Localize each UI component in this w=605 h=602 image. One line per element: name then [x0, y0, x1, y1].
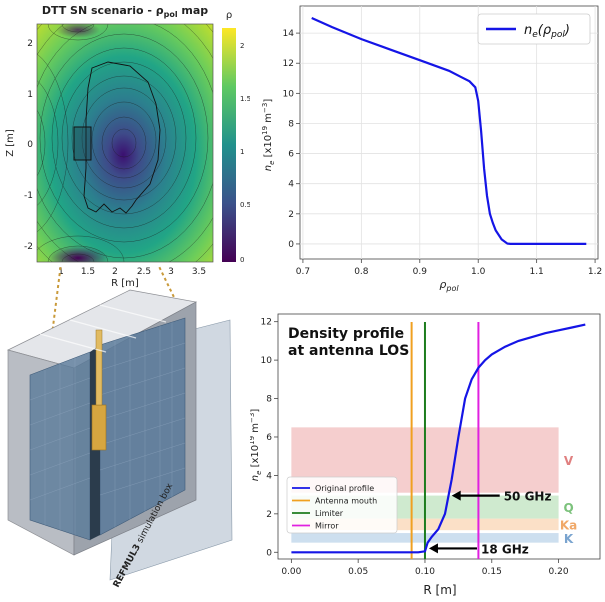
- chart1-xtick-label: 0.8: [354, 267, 369, 277]
- map-xtick: 1: [58, 267, 64, 277]
- chart2-legend-label: Mirror: [315, 522, 339, 531]
- chart1-ytick-label: 6: [288, 150, 294, 160]
- map-ytick: 2: [27, 39, 33, 49]
- chart2-ytick-label: 2: [266, 510, 272, 520]
- map-ytick: 1: [27, 90, 33, 100]
- chart1-ytick-label: 10: [283, 89, 295, 99]
- chart2-ylabel: ne [x1019 m−3]: [250, 409, 263, 482]
- annotation-arrowhead: [451, 490, 461, 501]
- map-title: DTT SN scenario - ρpol map: [42, 4, 208, 19]
- map-ylabel: Z [m]: [5, 129, 16, 157]
- colorbar-tick: 0: [240, 256, 244, 264]
- map-x-axis: 1 1.5 2 2.5 3 3.5: [58, 267, 206, 277]
- chart2-xtick-label: 0.00: [281, 567, 301, 577]
- chart1-xlabel: ρpol: [439, 278, 459, 293]
- chart1-xtick-label: 1.1: [529, 267, 543, 277]
- antenna-drawing-panel: REFMUL3 simulation box: [7, 265, 233, 589]
- chart1-ytick-label: 12: [283, 59, 294, 69]
- chart2-legend-label: Original profile: [315, 484, 374, 493]
- antenna-structure: [7, 289, 198, 556]
- ne-rhopol-series-line: [311, 16, 587, 245]
- colorbar-tick: 1.5: [240, 95, 250, 103]
- chart1-y-axis: 0 2 4 6 8 10 12 14: [283, 29, 300, 250]
- zoom-lines: [39, 265, 191, 431]
- chart2-xtick-label: 0.10: [415, 567, 435, 577]
- chart2-xtick-label: 0.20: [549, 567, 569, 577]
- colorbar-tick: 2: [240, 42, 244, 50]
- chart2-ytick-label: 0: [266, 548, 272, 558]
- map-ytick: 0: [27, 140, 33, 150]
- frequency-annotations: 50 GHz 18 GHz: [428, 490, 552, 556]
- map-xtick: 2: [112, 267, 118, 277]
- chart1-legend-label: ne(ρpol): [524, 23, 570, 40]
- chart2-ytick-label: 10: [261, 356, 273, 366]
- chart2-title: Density profile at antenna LOS: [288, 326, 409, 359]
- chart1-xtick-label: 1.2: [588, 267, 602, 277]
- band-label: Q: [563, 501, 573, 515]
- chart1-x-axis: 0.7 0.8 0.9 1.0 1.1 1.2: [296, 259, 602, 277]
- chart2-xtick-label: 0.05: [348, 567, 368, 577]
- chart2-ytick-label: 6: [266, 433, 272, 443]
- chart2-ytick-label: 12: [261, 318, 272, 328]
- chart1-xtick-label: 1.0: [471, 267, 486, 277]
- colorbar: [222, 28, 236, 262]
- chart2-x-axis: 0.00 0.05 0.10 0.15 0.20: [281, 559, 569, 577]
- map-xtick: 3: [168, 267, 174, 277]
- chart2-xtick-label: 0.15: [482, 567, 502, 577]
- chart2-ytick-label: 8: [266, 395, 272, 405]
- chart2-ytick-label: 4: [266, 471, 272, 481]
- band-label: V: [564, 454, 574, 468]
- map-y-axis: 2 1 0 -1 -2: [24, 39, 33, 252]
- map-ytick: -2: [24, 242, 33, 252]
- chart1-ytick-label: 14: [283, 29, 295, 39]
- annotation-label: 18 GHz: [481, 542, 529, 556]
- colorbar-tick: 0.5: [240, 201, 250, 209]
- map-xlabel: R [m]: [111, 278, 139, 289]
- annotation-label: 50 GHz: [504, 490, 552, 504]
- chart2-y-axis: 0 2 4 6 8 10 12: [261, 318, 278, 558]
- chart2-legend: Original profile Antenna mouth Limiter Mirr…: [286, 476, 398, 534]
- chart1-xtick-label: 0.9: [413, 267, 428, 277]
- colorbar-ticks: 2 1.5 1 0.5 0: [240, 42, 250, 264]
- chart1-ylabel: ne [x1019 m−3]: [261, 99, 276, 172]
- chart1-xtick-label: 0.7: [296, 267, 310, 277]
- band-label: K: [564, 532, 574, 546]
- original-profile-line: [291, 323, 586, 554]
- chart1-ytick-label: 2: [288, 210, 294, 220]
- band-label: Ka: [560, 518, 577, 532]
- density-profile-los-chart: V Q KaK 0.00 0.05 0.10 0.15 0.20 0 2 4 6 8 10 12 50 …: [250, 313, 601, 597]
- map-xtick: 1.5: [81, 267, 95, 277]
- map-ytick: -1: [24, 191, 33, 201]
- map-xtick: 3.5: [192, 267, 206, 277]
- chart2-legend-label: Antenna mouth: [315, 497, 377, 506]
- chart1-ytick-label: 8: [288, 119, 294, 129]
- chart1-ytick-label: 0: [288, 240, 294, 250]
- vertical-markers: [410, 322, 480, 559]
- rho-pol-heatmap: [37, 24, 213, 262]
- rho-pol-map-panel: DTT SN scenario - ρpol map: [5, 4, 250, 289]
- antenna-box: [73, 126, 92, 161]
- colorbar-tick: 1: [240, 148, 244, 156]
- chart1-legend: ne(ρpol): [477, 13, 591, 45]
- chart2-xlabel: R [m]: [423, 583, 456, 597]
- map-xtick: 2.5: [137, 267, 151, 277]
- colorbar-label: ρ: [226, 10, 232, 21]
- annotation-arrowhead: [428, 543, 438, 554]
- first-wall-outline: [83, 61, 161, 214]
- chart1-ytick-label: 4: [288, 180, 294, 190]
- chart2-legend-label: Limiter: [315, 509, 344, 518]
